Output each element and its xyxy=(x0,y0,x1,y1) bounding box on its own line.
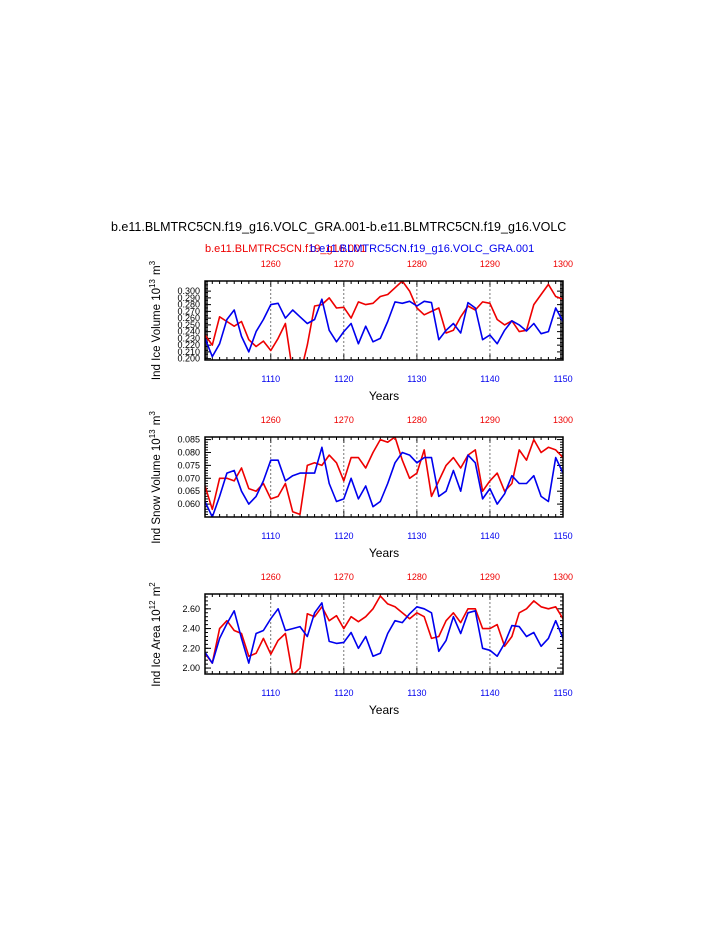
x-tick-label-bottom: 1130 xyxy=(407,374,426,384)
y-tick-label: 0.260 xyxy=(177,313,200,323)
x-tick-label-bottom: 1150 xyxy=(553,688,572,698)
x-tick-label-top: 1300 xyxy=(553,572,573,582)
series-line-blue xyxy=(205,446,563,517)
series-line-red xyxy=(205,437,563,516)
x-tick-label-bottom: 1150 xyxy=(553,531,572,541)
series-line-blue xyxy=(205,298,563,358)
x-tick-label-bottom: 1140 xyxy=(480,374,499,384)
y-tick-label: 0.065 xyxy=(177,486,200,496)
x-tick-label-bottom: 1130 xyxy=(407,531,426,541)
x-tick-label-bottom: 1120 xyxy=(334,374,353,384)
y-tick-label: 0.210 xyxy=(177,347,200,357)
x-tick-label-bottom: 1120 xyxy=(334,531,353,541)
x-tick-label-top: 1290 xyxy=(480,572,500,582)
x-tick-label-bottom: 1110 xyxy=(261,531,280,541)
x-tick-label-top: 1270 xyxy=(334,259,354,269)
x-tick-label-bottom: 1150 xyxy=(553,374,572,384)
y-tick-label: 2.20 xyxy=(182,643,200,653)
x-tick-label-top: 1270 xyxy=(334,572,354,582)
y-tick-label: 2.60 xyxy=(182,604,200,614)
y-axis-label: Ind Ice Area 1012 m2 xyxy=(148,581,163,686)
x-tick-label-top: 1260 xyxy=(261,415,281,425)
series-line-red xyxy=(205,281,563,360)
y-tick-label: 0.220 xyxy=(177,340,200,350)
x-tick-label-top: 1290 xyxy=(480,415,500,425)
x-tick-label-top: 1260 xyxy=(261,259,281,269)
panels: 1110 1260 1120 1270 1130 1280 1140 1290 1150 1300… xyxy=(148,259,573,717)
x-axis-label: Years xyxy=(369,389,399,403)
x-tick-label-top: 1280 xyxy=(407,259,427,269)
x-tick-label-top: 1260 xyxy=(261,572,281,582)
y-axis-label: Ind Snow Volume 1013 m3 xyxy=(148,410,163,544)
x-tick-label-top: 1280 xyxy=(407,572,427,582)
y-tick-label: 0.300 xyxy=(177,286,200,296)
x-tick-label-top: 1270 xyxy=(334,415,354,425)
y-tick-label: 0.290 xyxy=(177,293,200,303)
y-tick-label: 0.075 xyxy=(177,460,200,470)
figure-title: b.e11.BLMTRC5CN.f19_g16.VOLC_GRA.001-b.e… xyxy=(111,220,566,234)
y-tick-label: 0.240 xyxy=(177,327,200,337)
panel-3: 1110 1260 1120 1270 1130 1280 1140 1290 1150 1300… xyxy=(148,572,573,717)
y-tick-label: 2.40 xyxy=(182,624,200,634)
series-line-red xyxy=(205,595,563,674)
subtitle-red: b.e11.BLMTRC5CN.f19_g16.001 xyxy=(205,243,366,255)
plot-frame xyxy=(204,280,564,361)
x-tick-label-bottom: 1140 xyxy=(480,531,499,541)
x-tick-label-bottom: 1130 xyxy=(407,688,426,698)
x-tick-label-bottom: 1140 xyxy=(480,688,499,698)
x-tick-label-bottom: 1110 xyxy=(261,374,280,384)
x-tick-label-top: 1280 xyxy=(407,415,427,425)
y-tick-label: 0.250 xyxy=(177,320,200,330)
y-tick-label: 0.200 xyxy=(177,354,200,364)
plot-frame xyxy=(204,436,564,518)
panel-2: 1110 1260 1120 1270 1130 1280 1140 1290 1150 1300… xyxy=(148,410,573,560)
x-tick-label-bottom: 1110 xyxy=(261,688,280,698)
y-tick-label: 0.280 xyxy=(177,300,200,310)
y-tick-label: 0.085 xyxy=(177,435,200,445)
x-axis-label: Years xyxy=(369,703,399,717)
y-tick-label: 0.080 xyxy=(177,447,200,457)
y-tick-label: 2.00 xyxy=(182,663,200,673)
y-tick-label: 0.270 xyxy=(177,306,200,316)
x-tick-label-top: 1290 xyxy=(480,259,500,269)
y-axis-label: Ind Ice Volume 1013 m3 xyxy=(148,260,163,380)
y-tick-label: 0.060 xyxy=(177,499,200,509)
x-tick-label-bottom: 1120 xyxy=(334,688,353,698)
x-axis-label: Years xyxy=(369,546,399,560)
subtitle-blue: b.e11.BLMTRC5CN.f19_g16.VOLC_GRA.001 xyxy=(310,243,534,255)
plot-frame xyxy=(204,593,564,675)
x-tick-label-top: 1300 xyxy=(553,415,573,425)
panel-1: 1110 1260 1120 1270 1130 1280 1140 1290 1150 1300… xyxy=(148,259,573,403)
y-tick-label: 0.230 xyxy=(177,333,200,343)
x-tick-label-top: 1300 xyxy=(553,259,573,269)
series-line-blue xyxy=(205,602,563,664)
y-tick-label: 0.070 xyxy=(177,473,200,483)
